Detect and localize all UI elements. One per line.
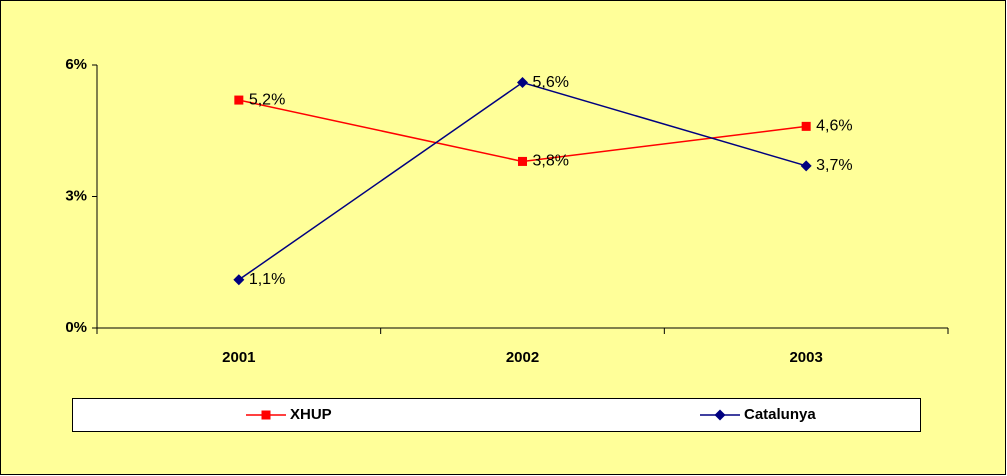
data-label: 5,2% [249,91,285,108]
data-label: 3,8% [533,153,569,170]
y-tick-label: 0% [65,319,87,336]
data-label: 1,1% [249,271,285,288]
legend-marker [714,409,726,421]
marker [517,77,528,89]
x-tick-label: 2003 [789,349,822,366]
legend [72,398,921,432]
marker [801,121,811,131]
marker [234,95,244,105]
legend-label: XHUP [290,406,332,423]
marker [518,156,527,166]
x-tick-label: 2002 [506,349,539,366]
marker [800,160,812,172]
y-tick-label: 3% [65,187,87,204]
data-label: 5,6% [533,74,569,91]
data-label: 4,6% [816,118,852,135]
legend-marker [261,410,271,420]
x-tick-label: 2001 [222,349,255,366]
y-tick-label: 6% [65,56,87,73]
marker [233,274,245,286]
data-label: 3,7% [816,157,852,174]
legend-label: Catalunya [744,406,816,423]
